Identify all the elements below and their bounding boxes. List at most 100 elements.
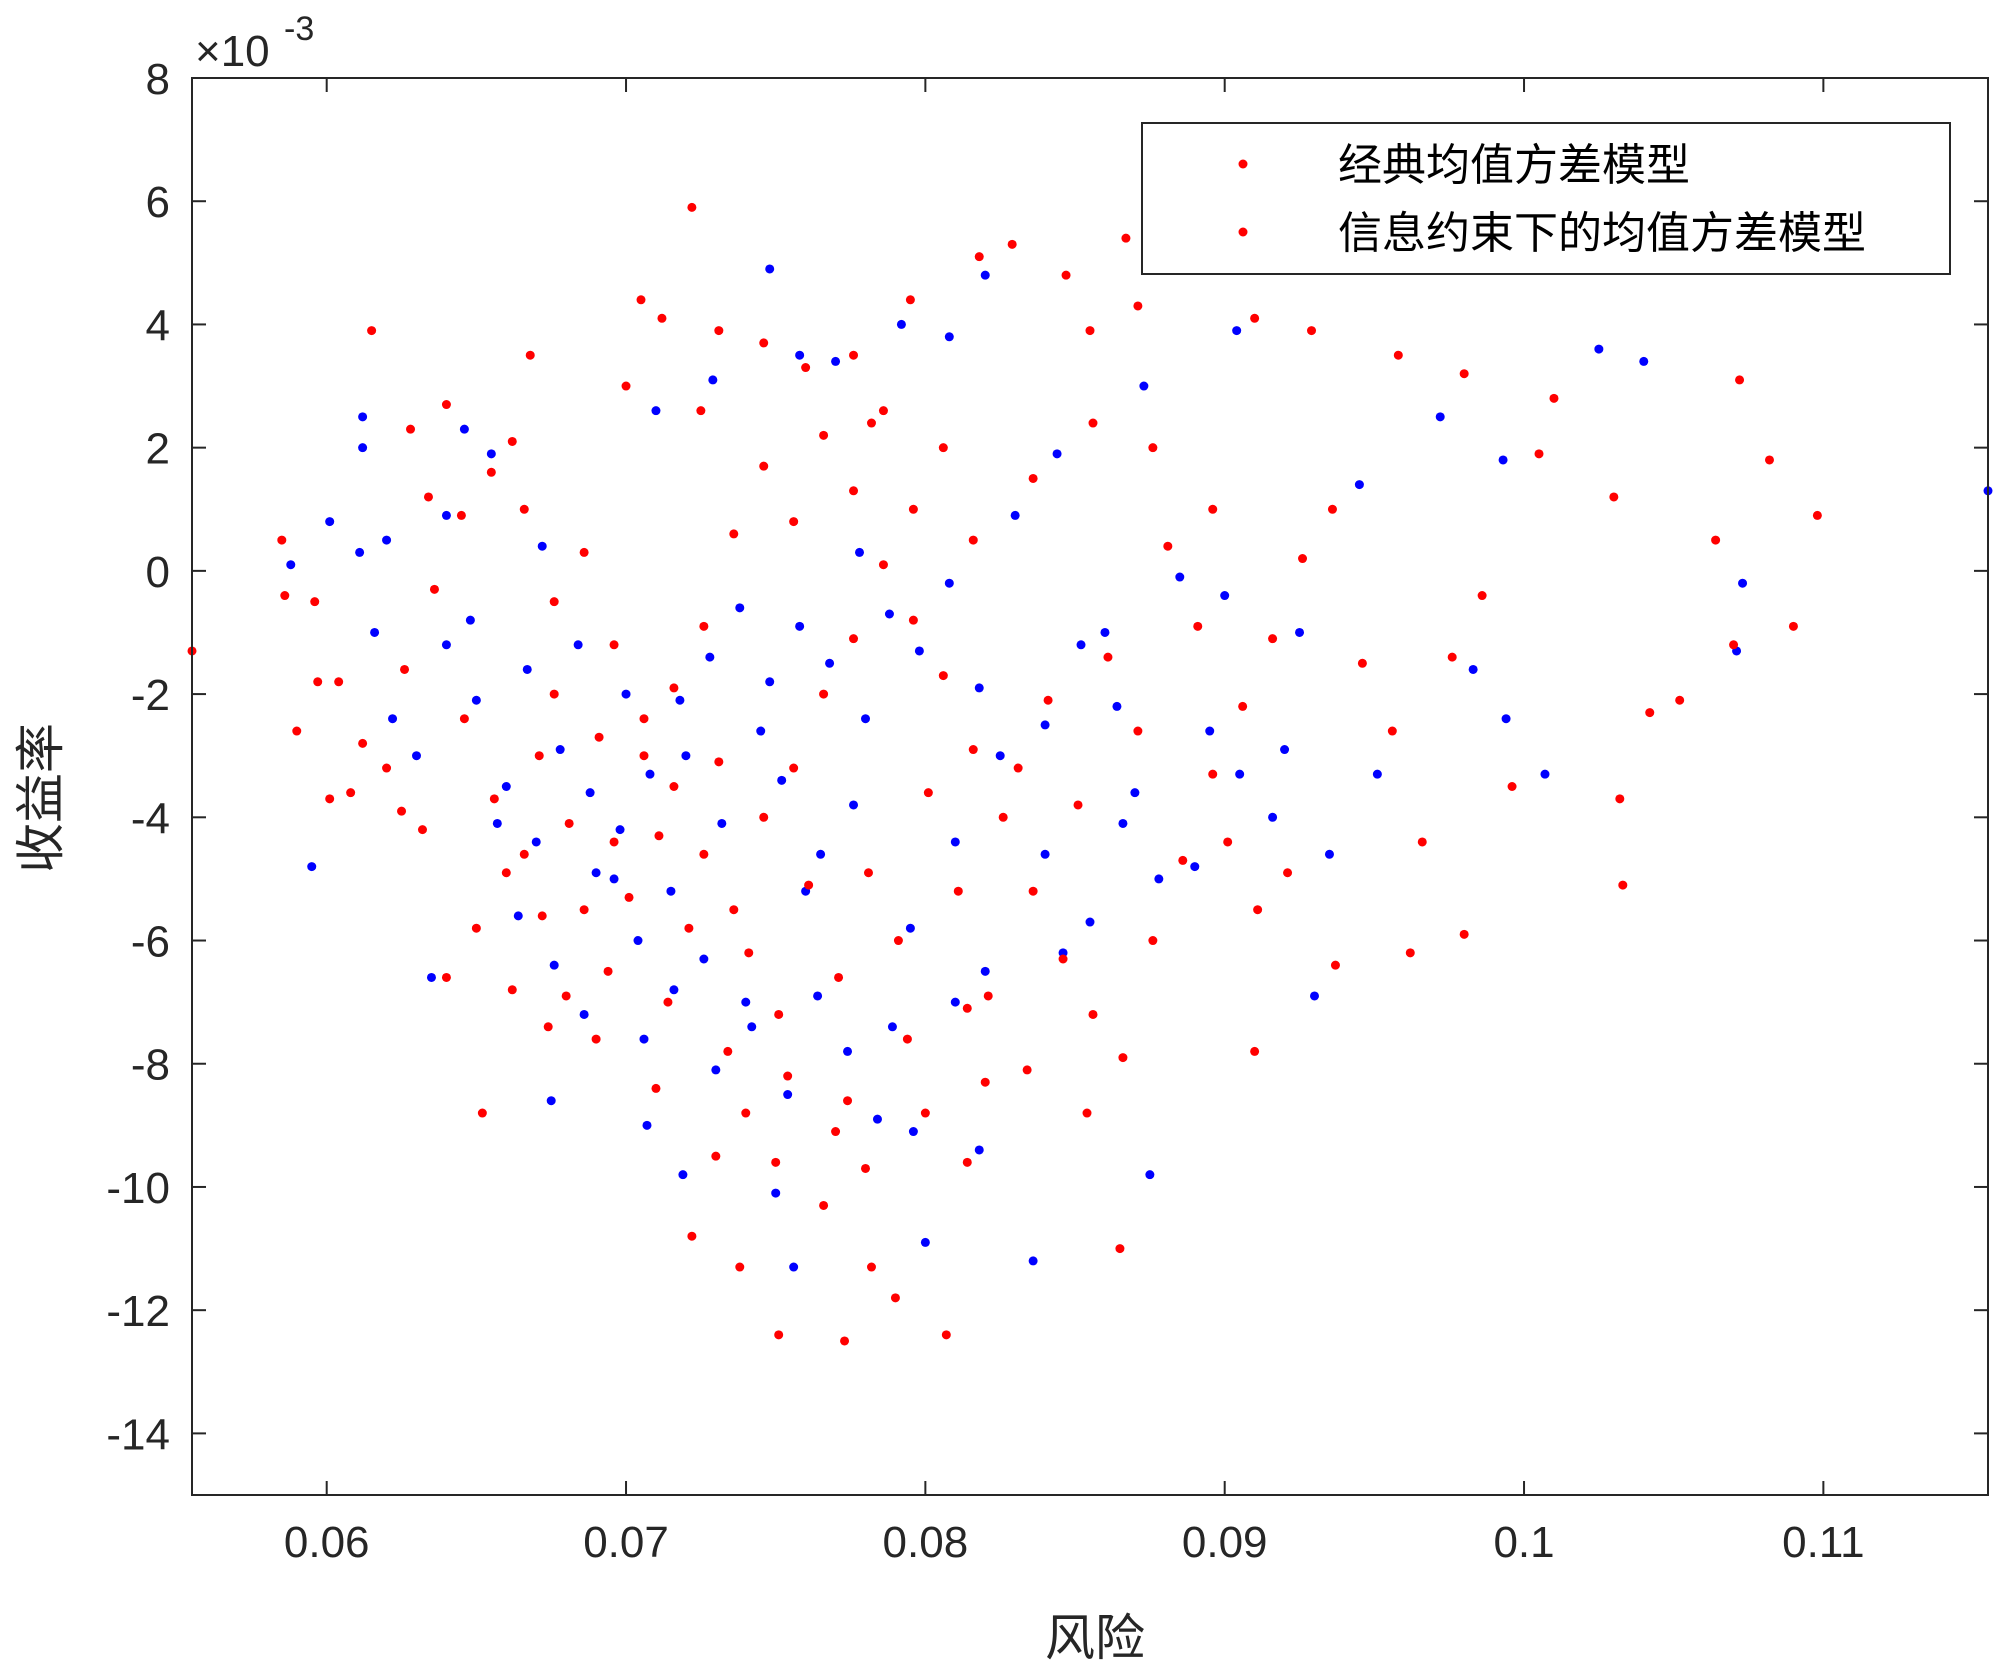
scatter-point [459,424,469,434]
scatter-point [708,375,718,385]
scatter-point [1327,504,1337,514]
scatter-point [866,1262,876,1272]
scatter-point [804,880,814,890]
scatter-point [459,714,469,724]
scatter-point [1103,652,1113,662]
scatter-point [980,966,990,976]
scatter-point [699,954,709,964]
scatter-point [358,412,368,422]
scatter-point [1459,369,1469,379]
scatter-point [367,326,377,336]
scatter-point [765,677,775,687]
legend-marker-series-1 [1238,227,1248,237]
scatter-point [699,849,709,859]
scatter-point [819,430,829,440]
scatter-point [1324,849,1334,859]
scatter-point [995,751,1005,761]
y-tick-label: -10 [106,1164,170,1213]
scatter-point [1175,572,1185,582]
scatter-point [573,640,583,650]
scatter-point [687,1231,697,1241]
scatter-point [908,504,918,514]
scatter-point [1534,449,1544,459]
legend: 经典均值方差模型 信息约束下的均值方差模型 [1141,122,1951,275]
x-tick-label: 0.06 [284,1518,370,1567]
scatter-point [1639,356,1649,366]
scatter-point [980,270,990,280]
scatter-point [1645,708,1655,718]
scatter-point [1115,1244,1125,1254]
scatter-point [519,849,529,859]
scatter-point [849,634,859,644]
scatter-point [1082,1108,1092,1118]
scatter-point [849,350,859,360]
scatter-point [1268,812,1278,822]
scatter-point [429,584,439,594]
scatter-point [861,714,870,724]
y-tick-label: -2 [131,671,170,720]
scatter-point [801,363,811,373]
scatter-point [1100,627,1110,637]
scatter-point [1040,720,1050,730]
scatter-point [1139,381,1149,391]
scatter-point [1121,233,1131,243]
scatter-point [771,1188,781,1198]
scatter-point [1295,627,1305,637]
scatter-point [669,985,679,995]
scatter-point [1148,443,1158,453]
scatter-point [723,1046,733,1056]
y-tick-label: 2 [146,425,170,474]
scatter-point [714,757,724,767]
scatter-point [426,972,436,982]
scatter-point [968,535,978,545]
scatter-point [1118,1053,1128,1063]
scatter-point [920,1237,930,1247]
scatter-point [1735,375,1745,385]
scatter-point [711,1151,721,1161]
scatter-point [834,972,844,982]
scatter-point [325,517,335,527]
scatter-point [615,825,625,835]
scatter-point [789,1262,799,1272]
scatter-point [831,356,841,366]
scatter-point [890,1293,900,1303]
scatter-point [1076,640,1086,650]
scatter-point [564,818,574,828]
scatter-point [831,1127,841,1137]
scatter-point [1073,800,1083,810]
scatter-point [549,689,559,699]
scatter-point [1298,554,1308,564]
scatter-point [477,1108,487,1118]
scatter-point [406,424,416,434]
scatter-point [313,677,323,687]
scatter-point [621,381,631,391]
y-exponent-base: ×10 [195,27,270,76]
scatter-point [1088,1009,1098,1019]
scatter-point [1372,769,1382,779]
scatter-point [1615,794,1625,804]
scatter-point [1405,948,1415,958]
scatter-point [1133,301,1143,311]
scatter-point [998,812,1008,822]
scatter-point [863,868,873,878]
x-tick-label: 0.08 [883,1518,969,1567]
y-tick-label: -6 [131,918,170,967]
scatter-point [531,837,541,847]
scatter-point [663,997,673,1007]
scatter-point [492,818,502,828]
scatter-point [1594,344,1604,354]
scatter-point [579,905,589,915]
scatter-point [950,997,960,1007]
scatter-point [678,1170,688,1180]
scatter-point [872,1114,882,1124]
scatter-point [486,449,496,459]
scatter-point [334,677,344,687]
scatter-point [382,535,392,545]
scatter-point [681,751,691,761]
scatter-point [1435,412,1445,422]
scatter-point [905,923,915,933]
scatter-point [923,788,933,798]
y-tick-label: 6 [146,178,170,227]
scatter-point [980,1077,990,1087]
